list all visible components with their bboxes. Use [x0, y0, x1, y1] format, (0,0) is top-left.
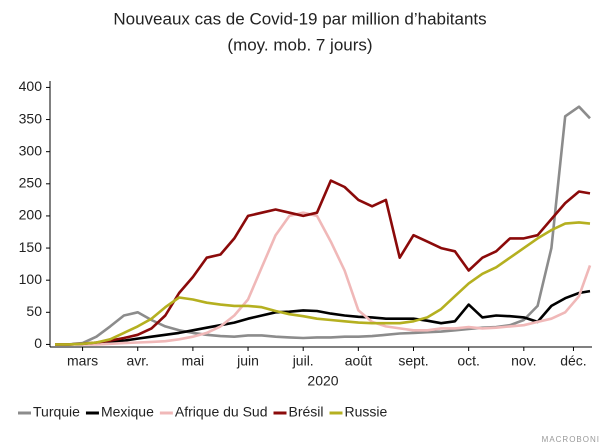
y-tick-label: 100	[19, 271, 43, 287]
x-tick-label: sept.	[398, 353, 428, 369]
legend-label: Brésil	[289, 404, 324, 420]
y-tick-label: 350	[19, 110, 43, 126]
chart-title: Nouveaux cas de Covid-19 par million d’h…	[113, 9, 486, 28]
x-tick-label: août	[345, 353, 372, 369]
series-line	[55, 289, 591, 346]
x-tick-label: juin	[236, 353, 259, 369]
y-tick-label: 0	[34, 335, 42, 351]
series-line	[55, 211, 592, 346]
x-tick-label: mai	[182, 353, 205, 369]
x-tick-label: avr.	[126, 353, 149, 369]
y-tick-label: 50	[26, 303, 42, 319]
legend-label: Russie	[345, 404, 388, 420]
legend-label: Turquie	[33, 404, 80, 420]
watermark: MACROBONI	[542, 435, 600, 444]
y-tick-label: 200	[19, 207, 43, 223]
legend-label: Mexique	[101, 404, 154, 420]
series-line	[55, 221, 591, 346]
y-tick-label: 400	[19, 78, 43, 94]
x-tick-label: juil.	[292, 353, 314, 369]
y-tick-label: 150	[19, 239, 43, 255]
x-axis-label: 2020	[307, 373, 338, 389]
x-tick-label: déc.	[560, 353, 586, 369]
x-tick-label: mars	[67, 353, 98, 369]
y-tick-label: 300	[19, 142, 43, 158]
series-line	[55, 179, 591, 346]
y-tick-label: 250	[19, 175, 43, 191]
x-tick-label: nov.	[511, 353, 536, 369]
legend-label: Afrique du Sud	[175, 404, 268, 420]
x-tick-label: oct.	[457, 353, 480, 369]
chart-subtitle: (moy. mob. 7 jours)	[227, 35, 372, 54]
